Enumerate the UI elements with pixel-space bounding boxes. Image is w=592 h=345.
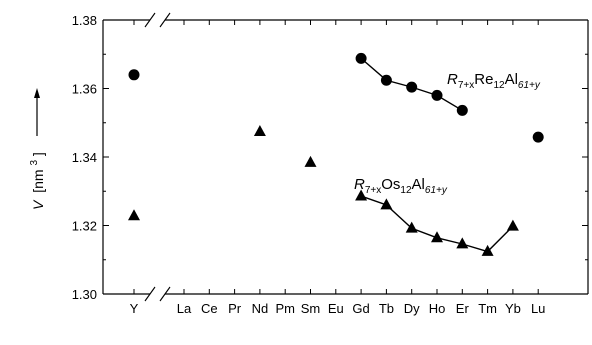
y-axis-label-exp: 3 — [29, 160, 40, 166]
data-point-circle — [406, 81, 418, 93]
y-axis-label-unit: [nm — [30, 169, 46, 192]
data-point-triangle — [481, 244, 494, 256]
x-tick-label: Ho — [429, 301, 446, 316]
data-point-triangle — [506, 219, 519, 231]
x-tick-label: Sm — [301, 301, 321, 316]
x-tick-label: Nd — [252, 301, 269, 316]
data-point-triangle — [431, 231, 443, 243]
data-point-circle — [431, 89, 443, 101]
y-tick-label: 1.32 — [72, 219, 97, 234]
data-point-triangle — [253, 125, 266, 137]
data-point-triangle — [304, 155, 317, 167]
y-axis-label-close: ] — [30, 152, 46, 156]
y-tick-label: 1.34 — [72, 150, 97, 165]
data-point-circle — [532, 131, 544, 143]
x-tick-label: Ce — [201, 301, 218, 316]
y-tick-label: 1.36 — [72, 82, 97, 97]
y-axis-label-group: V [nm 3 ] — [24, 152, 46, 210]
data-point-circle — [355, 52, 367, 64]
x-tick-label: Y — [130, 301, 139, 316]
data-point-triangle — [405, 221, 418, 233]
x-tick-label: Tb — [379, 301, 394, 316]
data-point-circle — [128, 69, 140, 81]
data-point-triangle — [380, 198, 393, 210]
x-tick-label: Gd — [352, 301, 369, 316]
ticks: 1.30 1.32 1.34 1.36 1.38 Y La Ce Pr Nd Pm Sm Eu Gd Tb D… — [72, 13, 588, 316]
x-tick-label: Yb — [505, 301, 521, 316]
axes — [102, 12, 589, 302]
x-tick-label: Eu — [328, 301, 344, 316]
y-axis-label-symbol: V — [30, 199, 46, 210]
x-tick-label: Er — [456, 301, 470, 316]
series-layer — [128, 52, 544, 256]
axis-break-mark-1-a — [144, 286, 156, 302]
series-label-re: R7+xRe12Al61+y — [447, 71, 541, 91]
axis-break-mark-1-b — [159, 286, 171, 302]
axis-break-mark-0-a — [144, 12, 156, 28]
data-point-circle — [380, 74, 392, 86]
y-axis-arrow-head — [34, 88, 40, 98]
data-point-triangle — [456, 237, 469, 249]
data-point-triangle — [355, 189, 368, 201]
x-tick-label: Pm — [275, 301, 295, 316]
x-tick-label: Pr — [228, 301, 242, 316]
y-tick-label: 1.38 — [72, 13, 97, 28]
data-point-triangle — [128, 209, 140, 221]
x-tick-label: Tm — [478, 301, 497, 316]
y-axis-label: V [nm 3 ] — [24, 152, 46, 210]
x-tick-label: Lu — [531, 301, 545, 316]
data-point-circle — [456, 104, 468, 116]
series-label-os: R7+xOs12Al61+y — [354, 176, 448, 196]
x-tick-label: La — [177, 301, 192, 316]
y-tick-label: 1.30 — [72, 287, 97, 302]
axis-break-mark-0-b — [159, 12, 171, 28]
x-tick-label: Dy — [404, 301, 420, 316]
